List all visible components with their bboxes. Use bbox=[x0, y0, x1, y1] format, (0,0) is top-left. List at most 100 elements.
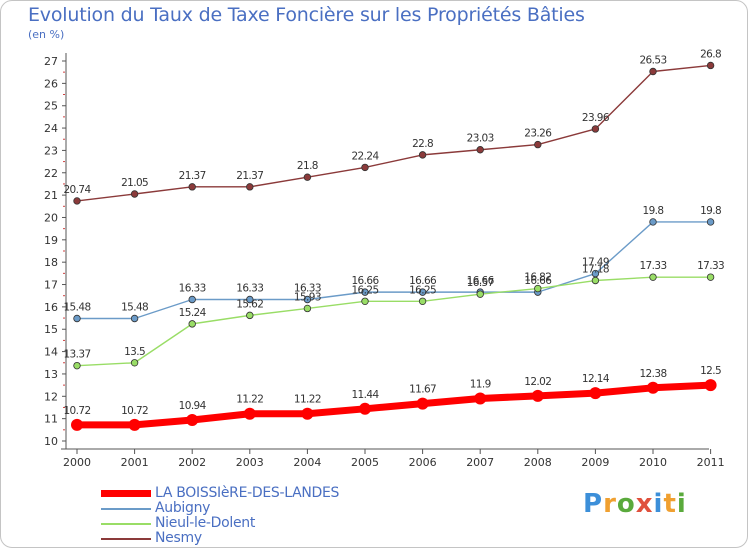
y-tick-label: 19 bbox=[44, 234, 58, 247]
data-label: 16.33 bbox=[294, 283, 321, 295]
data-label: 15.48 bbox=[121, 302, 148, 314]
data-label: 13.37 bbox=[63, 349, 90, 361]
data-point bbox=[649, 218, 657, 226]
data-label: 12.14 bbox=[582, 373, 610, 385]
x-tick-label: 2008 bbox=[524, 456, 552, 469]
data-point bbox=[188, 320, 196, 328]
data-label: 21.8 bbox=[297, 160, 318, 172]
data-label: 16.66 bbox=[409, 275, 437, 287]
data-point bbox=[188, 183, 196, 191]
data-label: 11.44 bbox=[351, 389, 379, 401]
data-point bbox=[418, 151, 427, 159]
series-line bbox=[76, 276, 712, 367]
data-point bbox=[531, 389, 544, 402]
data-point bbox=[246, 183, 254, 191]
data-label: 16.25 bbox=[351, 284, 378, 296]
series-points bbox=[71, 61, 717, 431]
data-point bbox=[186, 413, 199, 426]
series-line bbox=[76, 221, 712, 320]
data-labels: 20.74 21.05 21.37 21.37 21.8 22.24 22.8 23.03 23… bbox=[63, 48, 724, 416]
data-label: 23.26 bbox=[524, 128, 552, 140]
data-label: 13.5 bbox=[124, 346, 145, 358]
data-point bbox=[128, 418, 141, 431]
data-point bbox=[591, 125, 600, 133]
data-label: 11.67 bbox=[409, 384, 436, 396]
data-label: 22.8 bbox=[412, 138, 433, 150]
data-label: 16.57 bbox=[467, 277, 494, 289]
data-point bbox=[301, 407, 314, 420]
data-point bbox=[476, 146, 484, 154]
data-point bbox=[73, 314, 81, 323]
data-label: 17.33 bbox=[639, 260, 666, 272]
y-tick-label: 26 bbox=[44, 77, 58, 90]
data-point bbox=[706, 218, 715, 226]
proxiti-logo: Proxiti bbox=[583, 489, 687, 519]
data-point bbox=[649, 273, 657, 281]
data-label: 19.8 bbox=[643, 205, 664, 217]
legend-swatch bbox=[101, 508, 151, 510]
data-point bbox=[474, 392, 487, 405]
data-label: 11.9 bbox=[470, 379, 491, 391]
data-label: 16.66 bbox=[351, 275, 379, 287]
data-point bbox=[589, 387, 602, 400]
data-point bbox=[706, 273, 715, 281]
data-point bbox=[71, 418, 83, 431]
data-label: 17.18 bbox=[582, 264, 609, 276]
y-tick-label: 13 bbox=[44, 368, 58, 381]
x-tick-label: 2003 bbox=[236, 456, 264, 469]
data-point bbox=[534, 284, 542, 293]
legend-label: LA BOISSIèRE-DES-LANDES bbox=[155, 485, 340, 501]
data-point bbox=[359, 402, 371, 415]
x-tick-label: 2011 bbox=[697, 456, 725, 469]
data-label: 10.72 bbox=[63, 405, 90, 417]
series-lines bbox=[73, 64, 715, 429]
x-tick-label: 2006 bbox=[409, 456, 437, 469]
data-point bbox=[706, 61, 715, 70]
x-tick-label: 2000 bbox=[63, 456, 91, 469]
legend-label: Aubigny bbox=[155, 500, 211, 516]
data-label: 10.72 bbox=[121, 405, 148, 417]
y-tick-label: 10 bbox=[44, 435, 58, 448]
y-tick-label: 21 bbox=[44, 189, 58, 202]
data-label: 22.24 bbox=[351, 150, 379, 162]
y-tick-label: 23 bbox=[44, 144, 58, 157]
data-point bbox=[243, 407, 256, 420]
axes: 10 11 12 13 14 15 16 17 18 19 20 21 22 23 24 25 26 27 2000… bbox=[44, 53, 725, 469]
data-point bbox=[130, 314, 139, 323]
y-tick-label: 12 bbox=[44, 390, 58, 403]
data-point bbox=[130, 190, 139, 198]
data-label: 23.03 bbox=[467, 133, 494, 145]
data-point bbox=[476, 290, 484, 298]
data-label: 15.93 bbox=[294, 291, 321, 303]
x-tick-label: 2002 bbox=[178, 456, 206, 469]
data-label: 12.5 bbox=[700, 365, 721, 377]
data-point bbox=[188, 295, 196, 304]
series-line bbox=[76, 64, 712, 202]
legend-label: Nesmy bbox=[155, 530, 202, 546]
series-line bbox=[73, 381, 715, 429]
y-tick-label: 17 bbox=[44, 279, 58, 292]
y-tick-label: 11 bbox=[44, 413, 58, 426]
data-point bbox=[361, 288, 369, 296]
data-label: 23.96 bbox=[582, 112, 610, 124]
data-label: 16.33 bbox=[179, 283, 206, 295]
data-point bbox=[73, 361, 81, 370]
y-tick-label: 18 bbox=[44, 256, 58, 269]
data-label: 21.37 bbox=[236, 170, 263, 182]
data-label: 15.48 bbox=[63, 302, 90, 314]
data-label: 10.94 bbox=[179, 400, 207, 412]
data-label: 17.49 bbox=[582, 257, 609, 269]
data-point bbox=[534, 140, 542, 149]
data-label: 11.22 bbox=[294, 394, 321, 406]
legend-swatch bbox=[101, 523, 151, 525]
data-point bbox=[591, 276, 600, 285]
data-point bbox=[303, 304, 312, 313]
x-tick-label: 2005 bbox=[351, 456, 379, 469]
data-point bbox=[704, 379, 717, 392]
data-label: 16.82 bbox=[524, 272, 551, 284]
x-tick-label: 2010 bbox=[639, 456, 667, 469]
data-label: 20.74 bbox=[63, 184, 91, 196]
data-point bbox=[130, 359, 139, 367]
